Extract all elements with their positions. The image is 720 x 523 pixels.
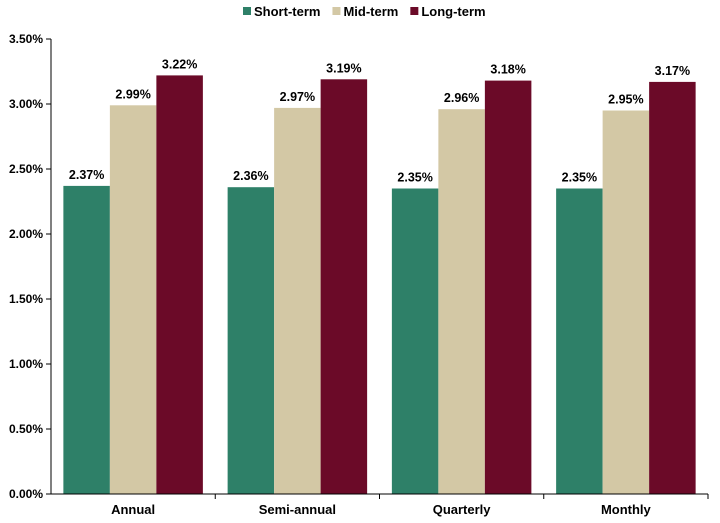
data-label-short-term-semi-annual: 2.36% (233, 169, 268, 183)
x-tick-label: Quarterly (433, 502, 492, 517)
legend: Short-term Mid-term Long-term (243, 4, 486, 19)
bar-short-term-monthly (556, 188, 603, 494)
data-label-mid-term-monthly: 2.95% (608, 93, 643, 107)
y-tick-label: 1.00% (9, 357, 43, 371)
bar-short-term-annual (63, 185, 110, 494)
y-tick-label: 0.50% (9, 422, 43, 436)
bar-mid-term-annual (109, 105, 157, 495)
data-label-mid-term-annual: 2.99% (115, 87, 150, 101)
x-tick-label: Monthly (601, 502, 652, 517)
y-axis: 0.00% 0.50% 1.00% 1.50% 2.00% 2.50% 3.00% 3.50% (9, 32, 52, 501)
y-tick-label: 2.00% (9, 227, 43, 241)
bar-long-term-monthly (649, 81, 696, 495)
data-label-short-term-annual: 2.37% (69, 168, 104, 182)
x-tick-label: Annual (111, 502, 155, 517)
legend-label-short-term: Short-term (254, 4, 320, 19)
bar-long-term-semi-annual (320, 79, 368, 495)
bar-short-term-semi-annual (227, 187, 275, 494)
y-tick-label: 3.00% (9, 97, 43, 111)
bar-mid-term-quarterly (438, 109, 485, 494)
x-tick-label: Semi-annual (259, 502, 336, 517)
bar-long-term-quarterly (484, 80, 532, 494)
legend-swatch-mid-term (332, 7, 341, 15)
data-labels: 2.37% 2.99% 3.22% 2.36% 2.97% 3.19% 2.35% 2.96%… (69, 57, 690, 184)
bar-long-term-annual (156, 75, 203, 495)
data-label-mid-term-semi-annual: 2.97% (280, 90, 315, 104)
data-label-long-term-monthly: 3.17% (655, 64, 690, 78)
data-label-short-term-quarterly: 2.35% (397, 171, 432, 185)
data-label-short-term-monthly: 2.35% (562, 171, 597, 185)
y-tick-label: 0.00% (9, 487, 43, 501)
data-label-long-term-annual: 3.22% (162, 57, 197, 71)
data-label-long-term-quarterly: 3.18% (490, 63, 525, 77)
y-tick-label: 2.50% (9, 162, 43, 176)
bar-mid-term-monthly (602, 110, 650, 494)
bar-short-term-quarterly (391, 188, 439, 494)
bars (63, 75, 696, 495)
data-label-mid-term-quarterly: 2.96% (444, 91, 479, 105)
y-tick-label: 3.50% (9, 32, 43, 46)
data-label-long-term-semi-annual: 3.19% (326, 61, 361, 75)
x-axis: Annual Semi-annual Quarterly Monthly (51, 493, 709, 517)
bar-mid-term-semi-annual (274, 107, 321, 495)
legend-label-mid-term: Mid-term (343, 4, 398, 19)
y-tick-label: 1.50% (9, 292, 43, 306)
legend-swatch-long-term (410, 7, 419, 15)
legend-swatch-short-term (243, 7, 251, 15)
legend-label-long-term: Long-term (421, 4, 485, 19)
